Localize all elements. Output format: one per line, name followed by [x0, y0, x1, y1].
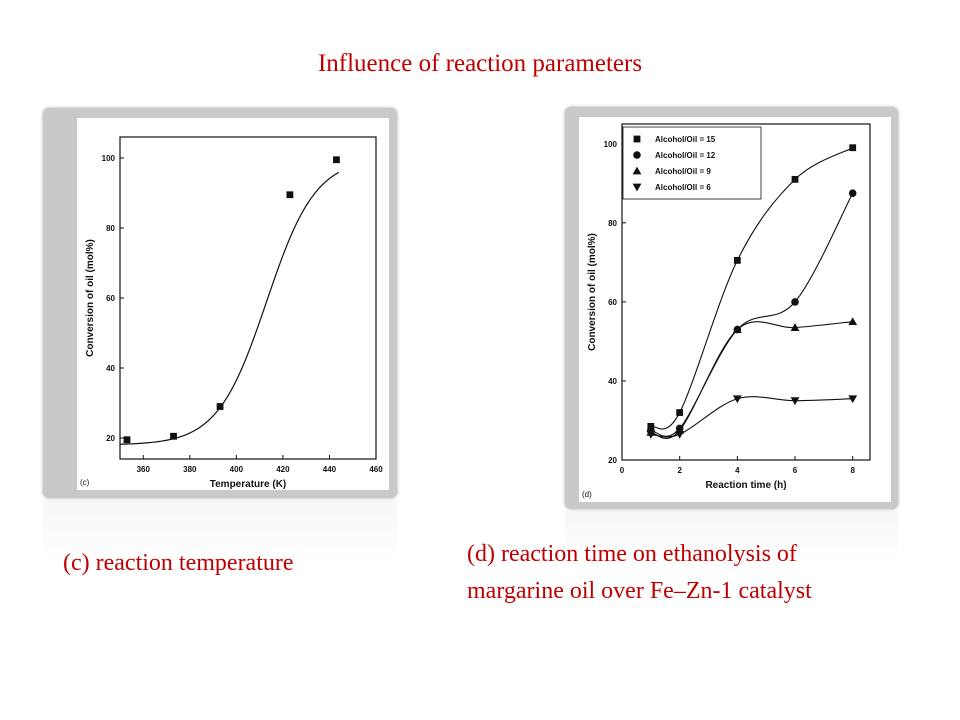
x-tick-label: 8	[850, 466, 855, 475]
data-point	[286, 191, 294, 199]
x-axis-label: Reaction time (h)	[705, 480, 786, 491]
y-tick-label: 40	[106, 364, 115, 373]
y-tick-label: 20	[106, 434, 115, 443]
y-tick-label: 80	[608, 219, 617, 228]
plot-background	[77, 118, 389, 490]
x-tick-label: 440	[323, 465, 337, 474]
data-point	[791, 298, 799, 306]
y-tick-label: 40	[608, 377, 617, 386]
legend-marker	[633, 135, 641, 143]
caption-reaction-time-line2: margarine oil over Fe–Zn-1 catalyst	[467, 578, 812, 604]
legend-box	[622, 126, 762, 200]
panel-label: (c)	[80, 478, 90, 487]
plot-frame	[621, 123, 871, 461]
x-axis-label: Temperature (K)	[210, 479, 287, 490]
data-point	[848, 317, 858, 326]
y-tick-label: 80	[106, 224, 115, 233]
legend-marker	[632, 166, 642, 175]
chart-panel-c: 360 380 400 420 440 460 20 40 60 80 100 Temperature…	[43, 108, 397, 498]
data-point	[849, 144, 857, 152]
data-point	[676, 409, 684, 416]
y-tick-label: 60	[106, 294, 115, 303]
x-tick-label: 6	[793, 466, 798, 475]
data-point	[170, 432, 177, 440]
data-point	[333, 156, 340, 164]
legend-label: Alcohol/Oil = 9	[655, 167, 711, 176]
data-point	[732, 325, 742, 333]
x-tick-label: 400	[230, 465, 244, 474]
fit-curve	[119, 171, 340, 445]
y-tick-label: 60	[608, 298, 617, 307]
legend-label: Alcohol/Oil = 15	[655, 135, 716, 144]
data-point	[123, 436, 131, 444]
caption-temperature: (c) reaction temperature	[63, 550, 294, 576]
data-point	[675, 430, 685, 439]
x-tick-label: 420	[276, 465, 290, 474]
reaction-time-chart: 0 2 4 6 8 20 40 60 80 100 Reaction time (h) Convers…	[579, 117, 891, 502]
data-point	[848, 189, 857, 197]
y-axis-label: Conversion of oil (mol%)	[85, 239, 96, 357]
temperature-chart: 360 380 400 420 440 460 20 40 60 80 100 Temperature…	[77, 118, 389, 490]
x-tick-label: 2	[677, 466, 682, 475]
y-tick-label: 100	[604, 140, 618, 149]
x-tick-label: 460	[369, 465, 383, 474]
slide-title: Influence of reaction parameters	[317, 50, 643, 77]
y-tick-label: 20	[608, 456, 617, 465]
data-point	[790, 397, 800, 406]
data-point	[848, 395, 858, 404]
y-tick-label: 100	[102, 154, 116, 163]
caption-reaction-time-line1: (d) reaction time on ethanolysis of	[467, 541, 797, 567]
panel-label: (d)	[582, 490, 592, 499]
x-tick-label: 360	[137, 465, 151, 474]
data-point	[790, 323, 800, 331]
legend-marker	[633, 151, 641, 159]
data-point	[733, 256, 741, 264]
y-axis-label: Conversion of oil (mol%)	[587, 233, 598, 351]
data-point	[646, 430, 656, 439]
legend-label: Alcohol/Oil = 12	[655, 151, 716, 160]
x-tick-label: 4	[735, 466, 740, 475]
data-point	[732, 395, 742, 404]
chart-panel-d: 0 2 4 6 8 20 40 60 80 100 Reaction time (h) Convers…	[565, 107, 898, 509]
data-point	[216, 403, 224, 410]
x-tick-label: 0	[620, 466, 625, 475]
legend-label: Alcohol/OIl = 6	[655, 183, 711, 192]
data-point	[647, 423, 655, 430]
legend-marker	[632, 183, 642, 192]
data-point	[791, 175, 799, 183]
x-tick-label: 380	[183, 465, 197, 474]
